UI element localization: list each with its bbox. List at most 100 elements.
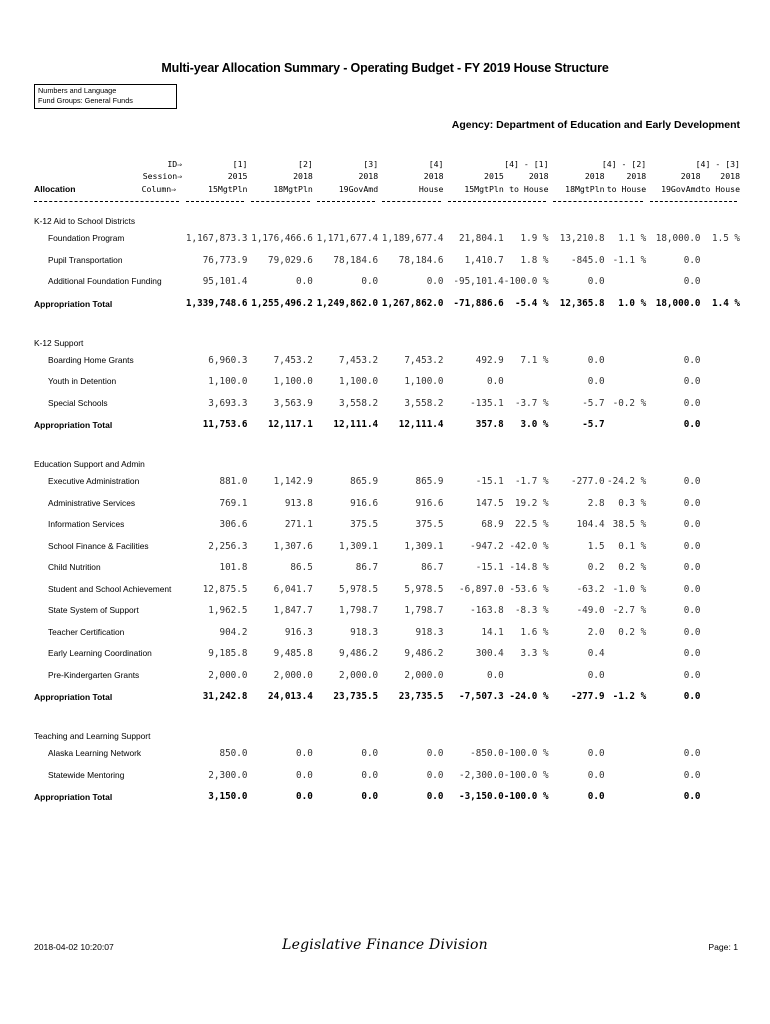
header-diff-3-session-a: 2018 — [680, 171, 701, 182]
diff-2-amount: 0.4 — [587, 648, 605, 660]
value-house: 375.5 — [415, 519, 444, 531]
diff-1-percent: -100.0 % — [503, 791, 549, 803]
value-15mgtpln: 904.2 — [219, 626, 248, 638]
table-row: Teacher Certification 904.2 916.3 918.3 918.… — [34, 622, 740, 644]
header-session-arrow: Session⇒ — [142, 171, 183, 182]
value-15mgtpln: 850.0 — [219, 748, 248, 760]
diff-3-amount: 0.0 — [683, 376, 701, 388]
diff-1-percent: -14.8 % — [509, 562, 549, 574]
diff-3-percent: 1.5 % — [712, 233, 740, 245]
header-col-2-session: 2018 — [293, 171, 313, 182]
header-allocation-label: Allocation — [34, 183, 76, 194]
value-house: 86.7 — [421, 562, 444, 574]
header-col-2-column: 18MgtPln — [273, 183, 313, 194]
diff-2-percent: -0.2 % — [612, 397, 647, 409]
allocation-name: Youth in Detention — [48, 376, 117, 387]
diff-3-amount: 0.0 — [683, 562, 701, 574]
value-18mgtpln: 6,041.7 — [273, 583, 313, 595]
diff-1-percent: -8.3 % — [514, 605, 549, 617]
header-column-arrow: Column⇒ — [141, 183, 177, 194]
diff-1-percent: 3.0 % — [520, 419, 549, 431]
diff-3-amount: 0.0 — [683, 748, 701, 760]
section-spacer — [34, 315, 740, 324]
allocation-name: Administrative Services — [48, 497, 136, 508]
value-house: 1,798.7 — [404, 605, 444, 617]
value-18mgtpln: 1,307.6 — [273, 540, 313, 552]
appropriation-total-label: Appropriation Total — [34, 792, 113, 803]
value-18mgtpln: 1,100.0 — [273, 376, 313, 388]
rule-diff-2 — [549, 195, 647, 203]
section-header-row: Education Support and Admin — [34, 445, 740, 471]
diff-1-percent: 22.5 % — [514, 519, 549, 531]
diff-2-percent: 0.2 % — [618, 626, 647, 638]
diff-1-amount: -7,507.3 — [458, 691, 504, 703]
diff-3-percent — [701, 514, 740, 536]
diff-1-amount: -947.2 — [470, 540, 504, 552]
diff-3-amount: 0.0 — [683, 691, 701, 703]
diff-1-amount: 147.5 — [475, 497, 504, 509]
report-flags-box: Numbers and Language Fund Groups: Genera… — [34, 84, 177, 109]
section-title: K-12 Aid to School Districts — [34, 216, 136, 227]
diff-1-amount: -6,897.0 — [458, 583, 504, 595]
value-19govamd: 5,978.5 — [338, 583, 379, 595]
diff-2-percent — [605, 371, 647, 393]
value-19govamd: 0.0 — [361, 276, 379, 288]
diff-2-percent: -2.7 % — [612, 605, 647, 617]
diff-3-amount: 0.0 — [683, 519, 701, 531]
diff-3-percent — [701, 643, 740, 665]
diff-2-percent: -24.2 % — [607, 476, 647, 488]
table-row: State System of Support 1,962.5 1,847.7 1,7… — [34, 600, 740, 622]
table-row: Statewide Mentoring 2,300.0 0.0 0.0 0.0 -2,30… — [34, 765, 740, 787]
rule-col-4 — [378, 195, 443, 203]
allocation-name: Boarding Home Grants — [48, 354, 134, 365]
appropriation-total-label: Appropriation Total — [34, 298, 113, 309]
value-house: 865.9 — [415, 476, 444, 488]
value-19govamd: 7,453.2 — [338, 354, 379, 366]
diff-1-percent: -5.4 % — [514, 297, 549, 309]
appropriation-total-label: Appropriation Total — [34, 420, 113, 431]
footer-page-number: Page: 1 — [708, 942, 738, 952]
allocation-name: Pupil Transportation — [48, 254, 123, 265]
diff-1-amount: 0.0 — [486, 376, 504, 388]
diff-1-amount: 68.9 — [481, 519, 504, 531]
diff-3-percent — [701, 622, 740, 644]
value-19govamd: 2,000.0 — [338, 669, 379, 681]
value-18mgtpln: 916.3 — [284, 626, 313, 638]
value-15mgtpln: 12,875.5 — [202, 583, 248, 595]
allocation-name: Statewide Mentoring — [48, 769, 125, 780]
diff-3-amount: 0.0 — [683, 648, 701, 660]
diff-2-percent: 1.0 % — [618, 297, 647, 309]
value-15mgtpln: 881.0 — [219, 476, 248, 488]
page-title: Multi-year Allocation Summary - Operatin… — [161, 61, 609, 75]
value-15mgtpln: 9,185.8 — [208, 648, 248, 660]
section-header-row: K-12 Aid to School Districts — [34, 202, 740, 228]
appropriation-total-row: Appropriation Total 1,339,748.6 1,255,496.… — [34, 293, 740, 315]
table-row: Early Learning Coordination 9,185.8 9,485.… — [34, 643, 740, 665]
diff-1-amount: -135.1 — [470, 397, 504, 409]
header-rule-row — [34, 195, 740, 203]
header-diff-3-id: [4] - [3] — [695, 159, 740, 169]
table-row: Foundation Program 1,167,873.3 1,176,466.6… — [34, 228, 740, 250]
header-diff-3-column-b: to House — [700, 183, 740, 194]
table-row: Administrative Services 769.1 913.8 916.6 91… — [34, 493, 740, 515]
diff-2-amount: 0.0 — [587, 769, 605, 781]
header-row-session: Session⇒ 2015 2018 2018 2018 2015 2018 2… — [34, 170, 740, 182]
value-15mgtpln: 11,753.6 — [202, 419, 248, 431]
value-house: 9,486.2 — [404, 648, 444, 660]
value-19govamd: 865.9 — [350, 476, 379, 488]
header-diff-3-column-a: 19GovAmd — [661, 183, 701, 194]
section-header-row: K-12 Support — [34, 324, 740, 350]
diff-1-amount: 357.8 — [475, 419, 504, 431]
header-col-1-session: 2015 — [227, 171, 248, 182]
header-diff-2-column-b: to House — [606, 183, 647, 194]
allocation-name: Foundation Program — [48, 233, 125, 244]
diff-2-amount: -5.7 — [582, 397, 605, 409]
header-diff-1-session-a: 2015 — [484, 171, 504, 182]
rule-label — [34, 195, 182, 203]
spacer-cell — [34, 436, 740, 445]
allocation-name: School Finance & Facilities — [48, 540, 149, 551]
value-15mgtpln: 101.8 — [219, 562, 248, 574]
header-diff-3-session-b: 2018 — [720, 171, 740, 182]
rule-col-1 — [182, 195, 247, 203]
diff-2-percent — [605, 743, 647, 765]
